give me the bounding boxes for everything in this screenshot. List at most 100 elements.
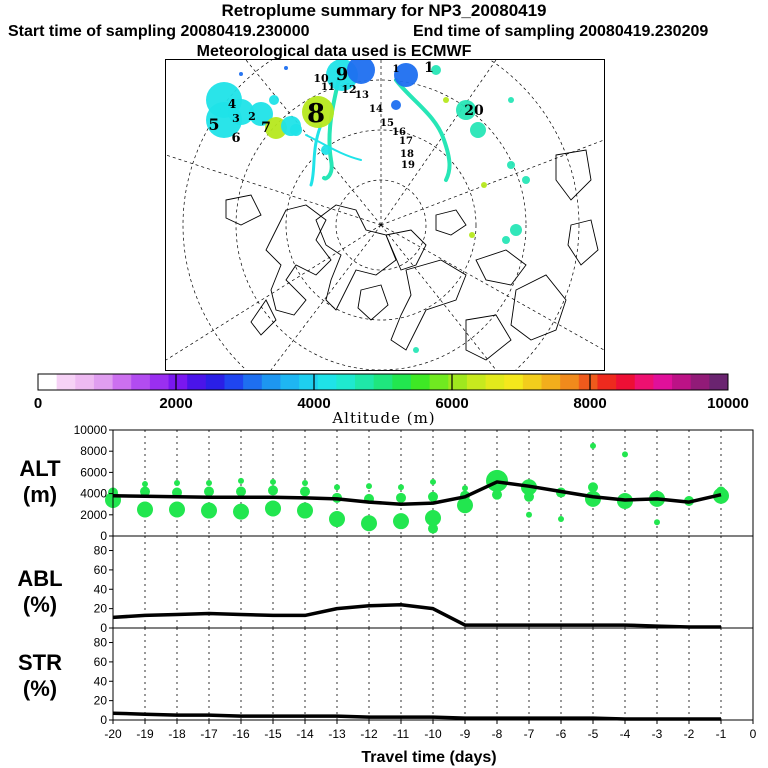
colorbar-swatch <box>38 374 58 390</box>
alt-bubble <box>366 483 372 490</box>
colorbar-swatch <box>224 374 244 390</box>
colorbar-frame <box>37 373 729 391</box>
map-trajectory-number: 5 <box>208 115 219 134</box>
map-trajectory-number: 11 <box>321 82 335 93</box>
alt-label-line1: ALT <box>19 456 61 481</box>
colorbar-tick: 0 <box>33 395 43 412</box>
x-tick-label: -4 <box>620 727 631 741</box>
colorbar-swatch <box>93 374 114 390</box>
alt-bubble <box>524 491 534 502</box>
alt-bubble <box>334 484 340 491</box>
map-trajectory-number: 20 <box>464 103 484 119</box>
alt-y-tick-label: 8000 <box>80 444 107 458</box>
colorbar-swatch <box>541 374 561 390</box>
x-tick-label: -18 <box>168 727 186 741</box>
colorbar-swatch <box>56 374 76 390</box>
alt-bubble <box>457 497 473 514</box>
altitude-colorbar <box>37 373 729 391</box>
map-trajectory-number: 16 <box>392 127 406 138</box>
colorbar-swatch <box>690 374 710 390</box>
alt-bubble <box>297 502 313 519</box>
alt-panel-label: ALT (m) <box>0 456 80 508</box>
abl-y-tick-label: 0 <box>100 621 107 635</box>
map-trajectory-number: 13 <box>355 90 369 101</box>
colorbar-swatch <box>485 374 505 390</box>
alt-bubble <box>425 509 441 526</box>
meridian <box>166 224 382 361</box>
str-panel-label: STR (%) <box>0 650 80 702</box>
str-y-tick-label: 40 <box>94 674 108 688</box>
map-point <box>394 63 418 87</box>
x-tick-label: -19 <box>136 727 154 741</box>
map-trajectory-number: 1 <box>393 64 400 75</box>
colorbar-tick: 2000 <box>159 395 193 412</box>
colorbar-swatch <box>672 374 692 390</box>
alt-bubble <box>270 478 276 485</box>
meridian <box>380 224 497 370</box>
abl-label-line1: ABL <box>17 566 63 591</box>
colorbar-swatch <box>131 374 151 390</box>
meridian <box>380 139 604 226</box>
map-point <box>228 99 254 125</box>
colorbar-swatch <box>560 374 580 390</box>
map-point <box>522 176 530 184</box>
track-2 <box>394 78 452 182</box>
alt-bubble <box>428 523 438 534</box>
colorbar-swatch <box>280 374 300 390</box>
colorbar-axis-label: Altitude (m) <box>332 409 436 427</box>
alt-bubble <box>361 515 377 532</box>
colorbar-swatch <box>149 374 170 390</box>
alt-bubble <box>654 519 660 526</box>
alt-bubble <box>590 442 596 449</box>
alt-bubble <box>236 486 246 497</box>
colorbar-swatch <box>317 374 337 390</box>
map-point <box>321 145 331 155</box>
map-trajectory-number: 6 <box>231 131 240 146</box>
str-line <box>112 711 721 721</box>
track-3 <box>309 123 323 187</box>
map-trajectory-number: 1 <box>424 60 434 76</box>
alt-bubble <box>462 485 468 492</box>
alt-y-tick-label: 0 <box>100 529 107 543</box>
map-points <box>206 60 530 353</box>
x-tick-label: -17 <box>200 727 218 741</box>
track-4 <box>305 134 362 161</box>
figure-title: Retroplume summary for NP3_20080419 <box>221 1 547 20</box>
x-tick-label: -5 <box>588 727 599 741</box>
x-tick-label: 0 <box>750 727 757 741</box>
map-trajectory-number: 9 <box>336 64 349 85</box>
colorbar-swatch <box>355 374 375 390</box>
polar-map: 5 4 3 2 6 7 8 9 10 11 12 13 14 15 16 17 18 19 20 1 1 <box>165 59 605 371</box>
map-point <box>302 96 334 128</box>
alt-bubble <box>204 486 214 497</box>
alt-bubble <box>622 451 628 458</box>
alt-bubble <box>492 489 502 500</box>
colorbar-swatch <box>392 374 412 390</box>
colorbar-swatch <box>243 374 263 390</box>
x-tick-label: -16 <box>232 727 250 741</box>
map-point <box>470 122 486 138</box>
colorbar-swatch <box>597 374 617 390</box>
map-trajectory-number: 7 <box>261 120 271 136</box>
colorbar-swatch <box>112 374 132 390</box>
x-tick-label: -8 <box>492 727 503 741</box>
colorbar-tick: 6000 <box>435 395 469 412</box>
alt-bubble <box>588 482 598 493</box>
x-tick-label: -3 <box>652 727 663 741</box>
lat-circle-60 <box>235 79 527 370</box>
alt-bubble <box>137 501 153 518</box>
str-label-line1: STR <box>18 650 62 675</box>
meridian <box>380 224 604 351</box>
map-point <box>431 65 441 75</box>
colorbar-swatch <box>709 374 729 390</box>
alt-bubble <box>238 477 244 484</box>
map-trajectory-number: 19 <box>401 160 415 171</box>
map-point <box>510 224 522 236</box>
map-point <box>502 236 510 244</box>
map-point <box>507 161 515 169</box>
lat-circle-50 <box>182 60 580 370</box>
alt-bubble <box>169 501 185 518</box>
